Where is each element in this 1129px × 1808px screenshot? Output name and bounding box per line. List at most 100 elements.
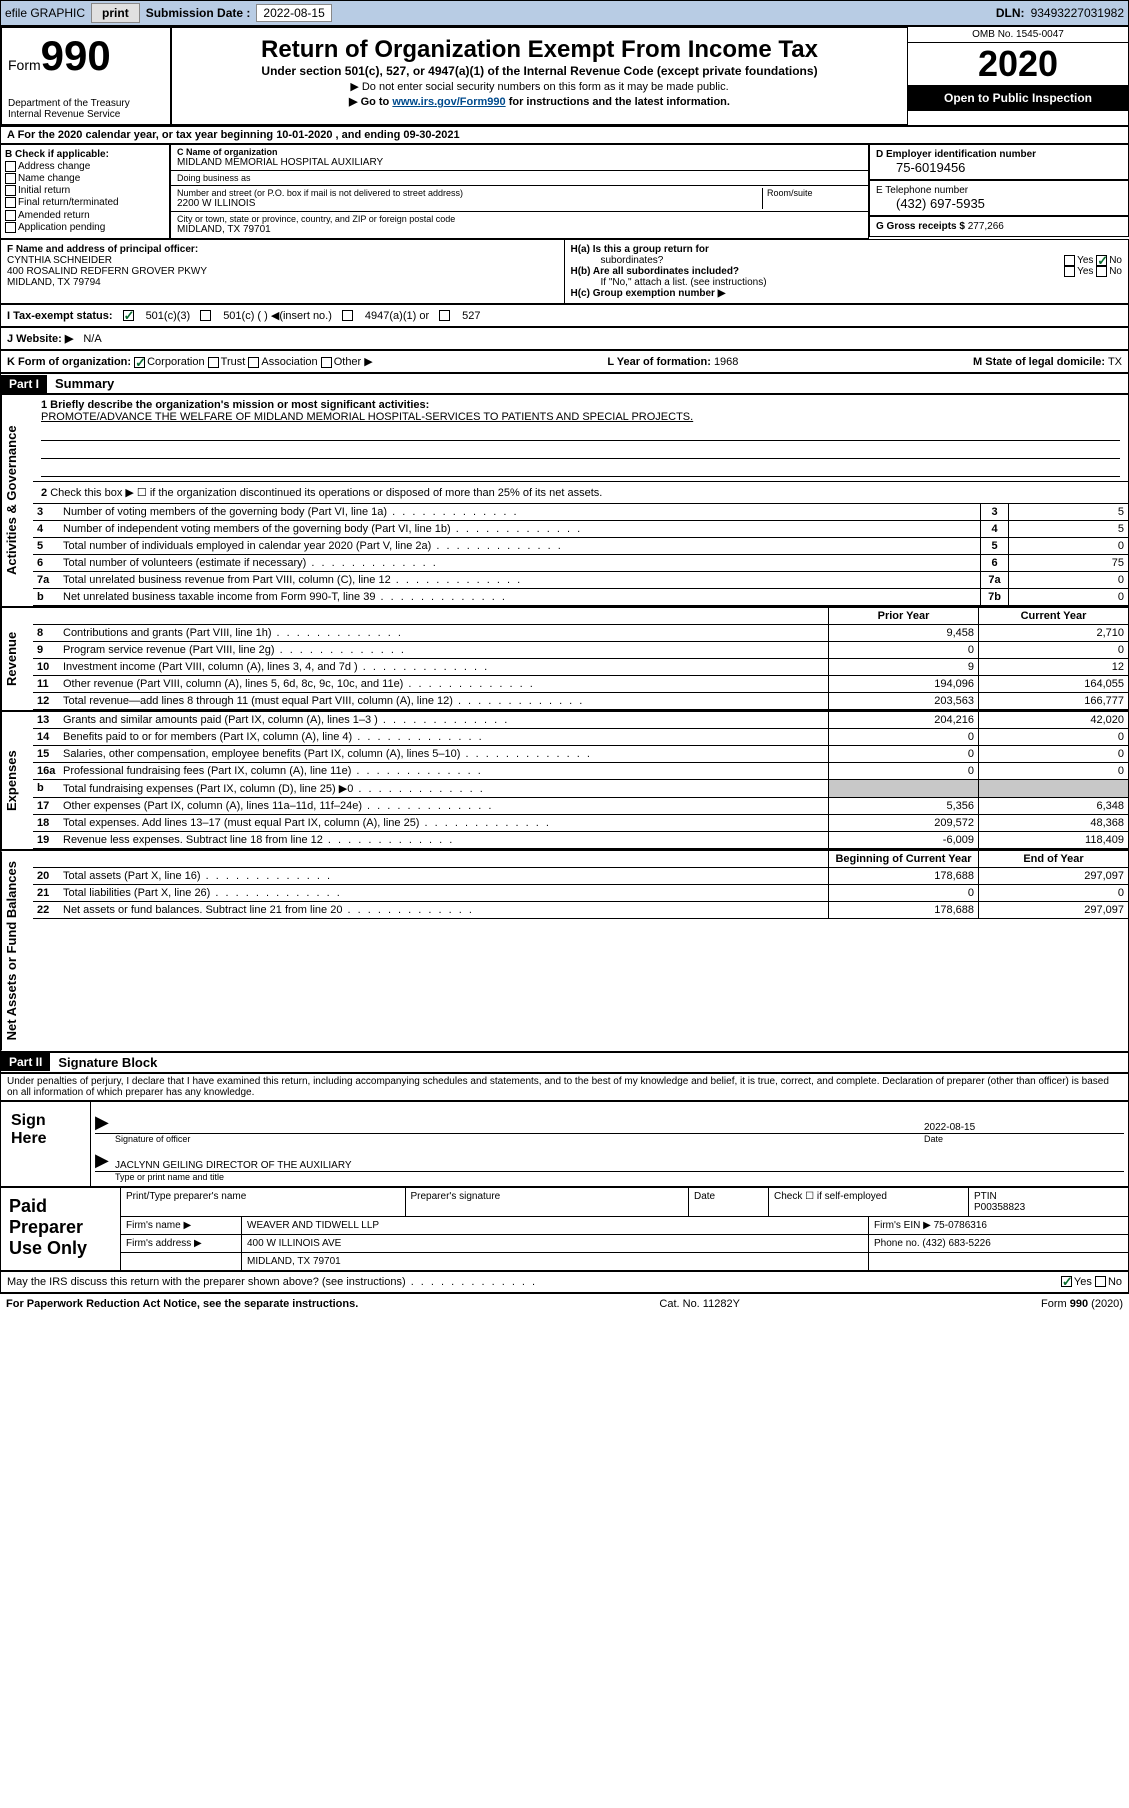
summary-row: 7aTotal unrelated business revenue from … [33,572,1128,589]
box-i: I Tax-exempt status: 501(c)(3) 501(c) ( … [0,304,1129,327]
vtab-expenses: Expenses [1,712,33,849]
cat-no: Cat. No. 11282Y [659,1298,740,1310]
efile-label: efile GRAPHIC [5,6,85,20]
part-i-bar: Part I Summary [0,373,1129,394]
ha-no[interactable] [1096,255,1107,266]
cb-assoc[interactable] [248,357,259,368]
summary-row: 18Total expenses. Add lines 13–17 (must … [33,815,1128,832]
summary-row: 13Grants and similar amounts paid (Part … [33,712,1128,729]
firm-phone-lbl: Phone no. [874,1238,920,1249]
governance-section: Activities & Governance 1 Briefly descri… [0,394,1129,607]
year-formation-lbl: L Year of formation: [607,356,711,368]
discuss-yes[interactable] [1061,1276,1072,1287]
org-name: MIDLAND MEMORIAL HOSPITAL AUXILIARY [177,157,862,168]
firm-ein: 75-0786316 [934,1220,987,1231]
cb-corp[interactable] [134,357,145,368]
form-title: Return of Organization Exempt From Incom… [178,32,901,64]
summary-row: 3Number of voting members of the governi… [33,504,1128,521]
submission-date-value: 2022-08-15 [256,4,331,22]
hdr-begin: Beginning of Current Year [828,851,978,867]
hc-label: H(c) Group exemption number ▶ [571,288,1123,299]
summary-row: bTotal fundraising expenses (Part IX, co… [33,780,1128,798]
revenue-section: Revenue Prior YearCurrent Year 8Contribu… [0,607,1129,711]
ptin-val: P00358823 [974,1202,1025,1213]
top-toolbar: efile GRAPHIC print Submission Date : 20… [0,0,1129,26]
q2-row: 2 Check this box ▶ ☐ if the organization… [33,482,1128,504]
korg-label: K Form of organization: [7,356,131,368]
box-k: K Form of organization: Corporation Trus… [0,350,1129,373]
open-public-badge: Open to Public Inspection [908,85,1128,111]
sig-date: 2022-08-15 [924,1122,1124,1133]
gross-value: 277,266 [968,221,1004,232]
summary-row: 9Program service revenue (Part VIII, lin… [33,642,1128,659]
cb-527[interactable] [439,310,450,321]
form-note1: ▶ Do not enter social security numbers o… [178,80,901,93]
dln-label: DLN: [996,6,1025,20]
form-label: Form [8,57,41,73]
submission-date-label: Submission Date : [146,6,251,20]
cb-name-change[interactable]: Name change [5,173,165,184]
omb-number: OMB No. 1545-0047 [908,27,1128,43]
q1-value: PROMOTE/ADVANCE THE WELFARE OF MIDLAND M… [41,411,1120,423]
cb-address-change[interactable]: Address change [5,161,165,172]
print-button[interactable]: print [91,3,140,23]
cb-trust[interactable] [208,357,219,368]
form-990: 990 [41,32,111,79]
cb-501c3[interactable] [123,310,134,321]
website-label: J Website: ▶ [7,332,73,345]
form-note2: ▶ Go to www.irs.gov/Form990 for instruct… [178,95,901,108]
q1-label: 1 Briefly describe the organization's mi… [41,399,1120,411]
box-b: B Check if applicable: Address change Na… [0,144,170,239]
cb-final-return[interactable]: Final return/terminated [5,197,165,208]
irs-link[interactable]: www.irs.gov/Form990 [392,96,505,108]
officer-group-row: F Name and address of principal officer:… [0,239,1129,304]
firm-name: WEAVER AND TIDWELL LLP [241,1217,868,1234]
hb-no[interactable] [1096,266,1107,277]
ein-value: 75-6019456 [876,160,1122,175]
discuss-row: May the IRS discuss this return with the… [0,1271,1129,1293]
officer-label: F Name and address of principal officer: [7,244,558,255]
cb-app-pending[interactable]: Application pending [5,222,165,233]
hb-yes[interactable] [1064,266,1075,277]
discuss-no[interactable] [1095,1276,1106,1287]
website-value: N/A [83,333,101,345]
right-info-col: D Employer identification number75-60194… [869,144,1129,239]
ein-label: D Employer identification number [876,149,1122,160]
tax-status-label: I Tax-exempt status: [7,310,113,322]
sign-here-label: Sign Here [1,1102,91,1186]
vtab-netassets: Net Assets or Fund Balances [1,851,33,1050]
summary-row: 17Other expenses (Part IX, column (A), l… [33,798,1128,815]
box-h: H(a) Is this a group return for subordin… [565,240,1129,303]
title-cell: Return of Organization Exempt From Incom… [171,27,908,125]
penalty-text: Under penalties of perjury, I declare th… [0,1073,1129,1101]
ha-yes[interactable] [1064,255,1075,266]
paid-preparer-label: Paid Preparer Use Only [1,1188,121,1270]
section-a: A For the 2020 calendar year, or tax yea… [0,126,1129,144]
part-ii-bar: Part II Signature Block [0,1052,1129,1073]
city-label: City or town, state or province, country… [177,214,862,224]
officer-name-title: JACLYNN GEILING DIRECTOR OF THE AUXILIAR… [115,1160,924,1171]
addr-label: Number and street (or P.O. box if mail i… [177,188,762,198]
part-ii-title: Signature Block [50,1053,165,1072]
cb-other[interactable] [321,357,332,368]
summary-row: 6Total number of volunteers (estimate if… [33,555,1128,572]
cb-amended[interactable]: Amended return [5,210,165,221]
box-j: J Website: ▶ N/A [0,327,1129,350]
firm-addr1: 400 W ILLINOIS AVE [241,1235,868,1252]
sign-here-block: Sign Here ▶ 2022-08-15 Signature of offi… [0,1101,1129,1187]
prep-sig-lbl: Preparer's signature [405,1188,689,1216]
netassets-section: Net Assets or Fund Balances Beginning of… [0,850,1129,1051]
form-header: Form990 Department of the Treasury Inter… [0,26,1129,126]
part-i-label: Part I [1,375,47,393]
form-footer: Form 990 (2020) [1041,1298,1123,1310]
name-label: C Name of organization [177,147,862,157]
mission-block: 1 Briefly describe the organization's mi… [33,395,1128,482]
cb-501c[interactable] [200,310,211,321]
phone-value: (432) 697-5935 [876,196,1122,211]
summary-row: 11Other revenue (Part VIII, column (A), … [33,676,1128,693]
firm-addr2: MIDLAND, TX 79701 [241,1253,868,1270]
cb-4947[interactable] [342,310,353,321]
hb-note: If "No," attach a list. (see instruction… [571,277,1123,288]
sig-arrow-icon: ▶ [95,1112,115,1133]
cb-initial-return[interactable]: Initial return [5,185,165,196]
